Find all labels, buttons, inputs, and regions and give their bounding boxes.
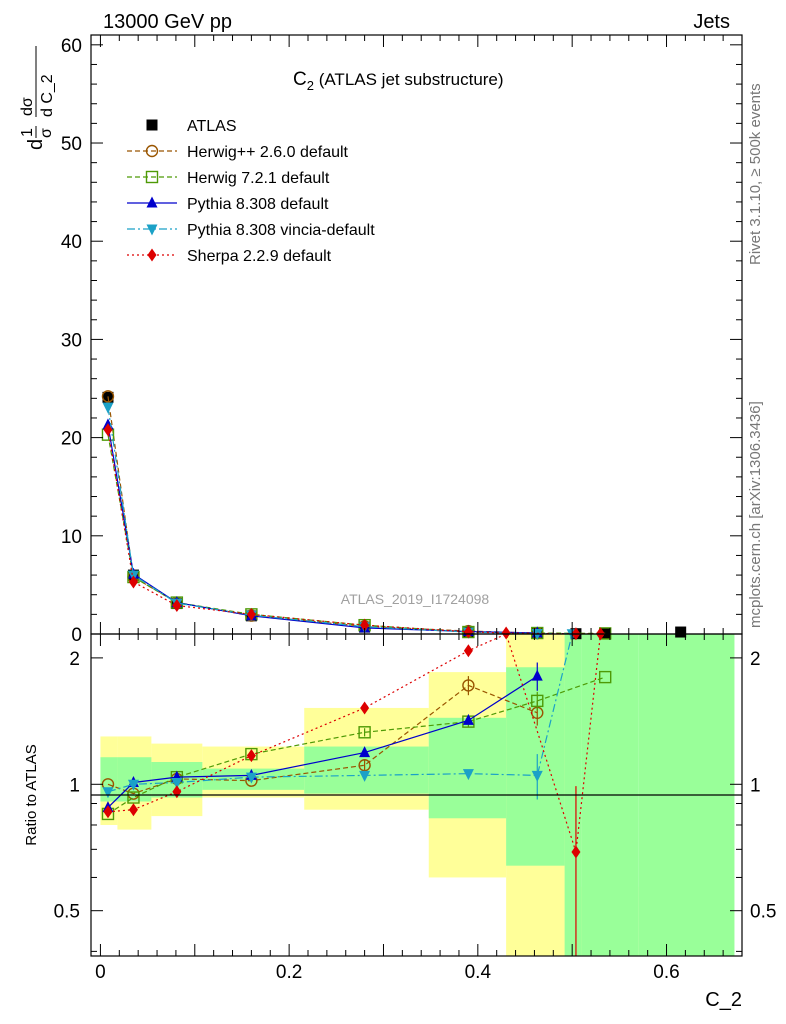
y-tick-label-main: 40 (61, 232, 82, 253)
legend-label: Herwig++ 2.6.0 default (187, 144, 349, 161)
tick-labels: 0 0.2 0.4 0.6 0 10 20 30 40 50 60 0.5 0.5 1 1 2 2 (54, 36, 777, 983)
ratio-line-herwig-7-2-1-default (107, 676, 606, 815)
axis-ticks (91, 35, 742, 956)
main-point-pythia-8-308-vincia-default-0 (102, 402, 114, 414)
ratio-point-pythia-8-308-vincia-default-1 (127, 779, 139, 791)
legend-label: Pythia 8.308 default (187, 196, 329, 213)
main-point-sherpa-2-2-9-default-6 (501, 626, 511, 640)
ratio-point-sherpa-2-2-9-default-5 (463, 644, 473, 658)
svg-text:d: d (25, 139, 47, 150)
y-tick-label-ratio-left: 1 (69, 775, 80, 796)
main-point-sherpa-2-2-9-default-3 (246, 607, 256, 621)
ratio-point-herwig-2-6-0-default-4 (358, 759, 371, 772)
y-tick-label-main: 60 (61, 36, 82, 57)
y-tick-label-main: 30 (61, 330, 82, 351)
ratio-point-pythia-8-308-vincia-default-6 (531, 770, 543, 782)
ratio-series-pythia-8-308-vincia-default (102, 634, 573, 800)
analysis-watermark: ATLAS_2019_I1724098 (341, 591, 490, 607)
main-point-sherpa-2-2-9-default-5 (463, 625, 473, 639)
ratio-panel-data (101, 634, 612, 956)
main-point-sherpa-2-2-9-default-4 (360, 618, 370, 632)
y-tick-label-main: 0 (71, 625, 82, 646)
legend-marker (147, 248, 157, 262)
ratio-point-pythia-8-308-default-6 (531, 669, 543, 681)
chart-title: C2 (ATLAS jet substructure) (293, 69, 504, 93)
ratio-point-sherpa-2-2-9-default-1 (128, 803, 138, 817)
y-axis-label-main: d 1 σ dσ d C_2 (19, 46, 56, 150)
x-axis-label: C_2 (705, 989, 742, 1011)
ratio-point-sherpa-2-2-9-default-3 (246, 749, 256, 763)
legend-entry-sherpa-2-2-9-default: Sherpa 2.2.9 default (127, 248, 332, 265)
ratio-line-pythia-8-308-vincia-default (107, 634, 573, 793)
legend-marker (146, 119, 158, 131)
band-stat-5 (428, 717, 507, 819)
y-tick-label-ratio-left: 2 (69, 649, 80, 670)
legend-marker (145, 170, 159, 184)
x-tick-label: 0.2 (276, 962, 302, 983)
legend-label: Pythia 8.308 vincia-default (187, 222, 375, 239)
svg-text:σ: σ (38, 128, 55, 138)
ratio-point-herwig-7-2-1-default-6 (531, 694, 544, 708)
legend: ATLAS Herwig++ 2.6.0 default Herwig 7.2.1 … (127, 118, 375, 265)
legend-marker (146, 224, 158, 236)
svg-text:dσ: dσ (19, 97, 36, 116)
ratio-point-herwig-7-2-1-default-1 (127, 791, 140, 804)
x-tick-label: 0 (95, 962, 106, 983)
ratio-series-group (101, 634, 612, 956)
legend-entry-pythia-8-308-vincia-default: Pythia 8.308 vincia-default (127, 222, 375, 239)
svg-text:d C_2: d C_2 (39, 74, 56, 117)
y-tick-label-main: 50 (61, 134, 82, 155)
svg-text:1: 1 (19, 128, 36, 137)
legend-entry-herwig-7-2-1-default: Herwig 7.2.1 default (127, 170, 330, 187)
legend-marker (146, 196, 158, 208)
legend-entry-pythia-8-308-default: Pythia 8.308 default (127, 196, 329, 213)
header-right: Jets (693, 11, 730, 33)
ratio-point-pythia-8-308-default-4 (359, 746, 371, 758)
main-line-pythia-8-308-vincia-default (107, 407, 573, 635)
ratio-point-pythia-8-308-vincia-default-5 (462, 769, 474, 781)
mcplots-label: mcplots.cern.ch [arXiv:1306.3436] (747, 401, 764, 628)
main-point-sherpa-2-2-9-default-1 (128, 575, 138, 589)
y-tick-label-ratio-right: 2 (750, 649, 761, 670)
main-point-sherpa-2-2-9-default-2 (172, 599, 182, 613)
legend-label: ATLAS (187, 118, 237, 135)
rivet-label: Rivet 3.1.10, ≥ 500k events (747, 83, 764, 265)
ratio-point-herwig-7-2-1-default-7 (598, 670, 612, 684)
legend-marker (145, 144, 159, 158)
y-tick-label-ratio-right: 1 (750, 775, 761, 796)
legend-label: Herwig 7.2.1 default (187, 170, 330, 187)
legend-entry-herwig-2-6-0-default: Herwig++ 2.6.0 default (127, 144, 349, 161)
main-point-atlas-9 (675, 626, 687, 638)
legend-entry-atlas: ATLAS (146, 118, 237, 135)
ratio-point-pythia-8-308-vincia-default-2 (171, 777, 183, 789)
ratio-point-herwig-7-2-1-default-4 (358, 726, 371, 739)
y-tick-label-main: 20 (61, 429, 82, 450)
band-stat-6 (506, 667, 565, 866)
main-series-sherpa-2-2-9-default (103, 423, 605, 641)
ratio-point-pythia-8-308-default-5 (462, 713, 474, 725)
ratio-point-pythia-8-308-vincia-default-0 (102, 787, 114, 799)
ratio-point-herwig-2-6-0-default-5 (462, 679, 475, 692)
ratio-point-pythia-8-308-vincia-default-4 (359, 770, 371, 782)
main-point-herwig-2-6-0-default-0 (101, 390, 115, 403)
main-point-sherpa-2-2-9-default-0 (103, 423, 113, 437)
y-tick-label-ratio-left: 0.5 (54, 902, 80, 923)
ratio-point-sherpa-2-2-9-default-4 (360, 701, 370, 715)
ratio-point-sherpa-2-2-9-default-7 (571, 845, 581, 859)
legend-label: Sherpa 2.2.9 default (187, 248, 332, 265)
y-axis-label-ratio: Ratio to ATLAS (23, 744, 40, 845)
ratio-point-sherpa-2-2-9-default-0 (103, 805, 113, 819)
ratio-point-pythia-8-308-vincia-default-3 (245, 772, 257, 784)
x-tick-label: 0.4 (465, 962, 492, 983)
ratio-line-sherpa-2-2-9-default (107, 634, 602, 853)
y-tick-label-main: 10 (61, 527, 82, 548)
x-tick-label: 0.6 (653, 962, 679, 983)
y-tick-label-ratio-right: 0.5 (750, 902, 776, 923)
header-left: 13000 GeV pp (103, 11, 232, 33)
